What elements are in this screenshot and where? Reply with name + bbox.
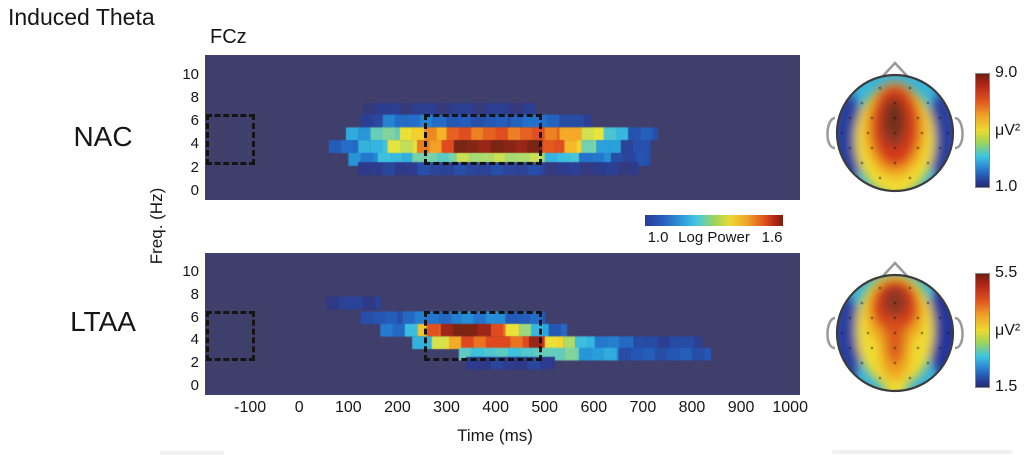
y-tick-label: 2: [190, 354, 199, 372]
colorbar-max-label: 1.6: [761, 229, 783, 246]
x-tick-label: 700: [629, 399, 657, 416]
right-ear-outline: [954, 116, 964, 150]
x-tick-label: 600: [580, 399, 608, 416]
x-tick-label: 500: [531, 399, 559, 416]
nac-scale-min: 1.0: [995, 178, 1018, 195]
topomap-nac: [826, 61, 964, 193]
spectrogram-ltaa: [205, 253, 800, 395]
colorbar-title: Log Power: [678, 229, 750, 246]
x-tick-label: 100: [334, 399, 362, 416]
condition-label-nac: NAC: [73, 121, 133, 152]
y-tick-label: 10: [182, 263, 199, 281]
y-tick-label: 6: [190, 308, 199, 326]
figure-title: Induced Theta: [8, 4, 155, 30]
condition-label-ltaa: LTAA: [70, 306, 136, 337]
left-ear-outline: [826, 116, 836, 150]
baseline-window-box: [205, 310, 256, 361]
colorbar-min-label: 1.0: [647, 229, 669, 246]
ltaa-scale-unit: μV²: [995, 322, 1021, 339]
y-tick-label: 8: [190, 88, 199, 106]
ltaa-scale-max: 5.5: [995, 264, 1018, 281]
topomap-ltaa: [826, 261, 964, 393]
x-tick-label: 300: [433, 399, 460, 416]
x-tick-label: -100: [234, 399, 267, 416]
x-tick-label: 900: [727, 399, 755, 416]
y-tick-label: 4: [190, 135, 199, 153]
head-outline: [835, 273, 955, 393]
electrode-dots: [840, 86, 950, 180]
x-tick-label: 400: [482, 399, 509, 416]
ltaa-scale-min: 1.5: [995, 378, 1018, 395]
y-tick-label: 4: [190, 331, 199, 349]
y-tick-label: 0: [190, 376, 199, 394]
electrode-dots: [840, 286, 950, 380]
left-ear-outline: [826, 316, 836, 350]
cropped-artifact-left: [160, 451, 224, 455]
nac-scale-unit: μV²: [995, 122, 1021, 139]
cropped-artifact-right: [832, 450, 1012, 454]
y-tick-label: 6: [190, 112, 199, 130]
analysis-window-box: [424, 114, 543, 166]
x-tick-label: 1000: [772, 399, 808, 416]
nac-scale-max: 9.0: [995, 64, 1018, 81]
spectrogram-nac: [205, 55, 800, 200]
y-tick-label: 8: [190, 286, 199, 304]
y-tick-label: 0: [190, 181, 199, 199]
nose-outline: [881, 261, 909, 278]
log-power-colorbar: [645, 215, 783, 226]
head-outline: [835, 73, 955, 193]
right-ear-outline: [954, 316, 964, 350]
baseline-window-box: [205, 114, 256, 166]
x-axis-label: Time (ms): [457, 426, 533, 445]
nac-topo-colorbar: [975, 73, 990, 188]
y-tick-label: 10: [182, 65, 199, 83]
nose-outline: [881, 61, 909, 78]
ltaa-topo-colorbar: [975, 273, 990, 388]
electrode-label: FCz: [210, 26, 247, 48]
x-tick-label: 200: [384, 399, 411, 416]
x-tick-label: 0: [294, 399, 304, 416]
x-tick-label: 800: [678, 399, 706, 416]
y-tick-label: 2: [190, 158, 199, 176]
analysis-window-box: [424, 310, 543, 361]
